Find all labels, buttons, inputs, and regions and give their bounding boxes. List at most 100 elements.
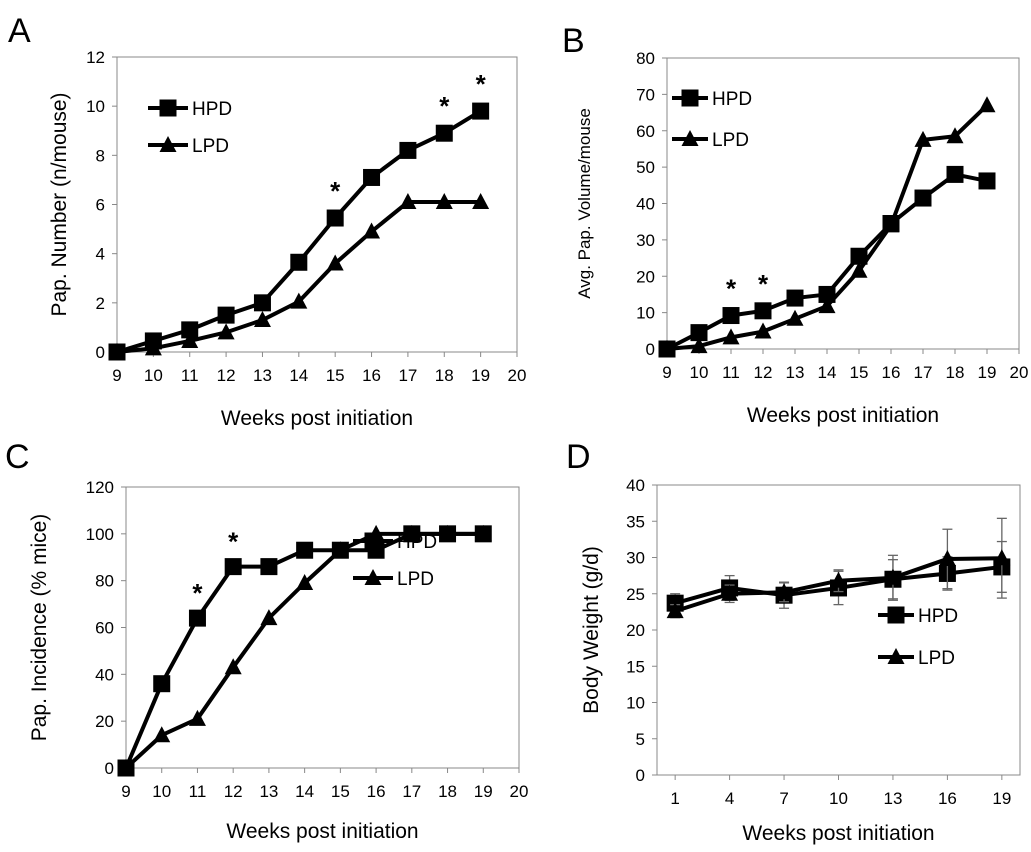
data-point — [399, 193, 417, 210]
data-point — [326, 209, 344, 227]
y-axis-label: Pap. Incidence (% mice) — [28, 514, 51, 742]
legend-label: HPD — [192, 99, 232, 120]
data-point — [253, 311, 271, 328]
y-tick-label: 30 — [626, 549, 645, 568]
data-point — [153, 726, 171, 743]
x-tick-label: 7 — [779, 789, 788, 808]
legend-item-hpd: HPD — [148, 99, 232, 120]
y-tick-label: 0 — [636, 766, 645, 785]
legend-label: HPD — [712, 89, 752, 110]
data-point — [722, 307, 740, 325]
significance-star: * — [476, 69, 487, 99]
y-tick-label: 35 — [626, 512, 645, 531]
data-point — [296, 574, 314, 591]
y-tick-label: 70 — [636, 85, 655, 104]
data-point — [946, 165, 964, 183]
data-point — [181, 321, 199, 339]
x-tick-label: 10 — [690, 363, 709, 382]
x-tick-label: 13 — [883, 789, 902, 808]
data-point — [754, 322, 772, 339]
data-point — [224, 658, 242, 675]
series-line — [116, 200, 481, 354]
series-lpd — [108, 193, 490, 359]
x-tick-label: 17 — [398, 366, 417, 385]
data-point — [181, 331, 199, 348]
legend-marker — [887, 606, 905, 624]
data-point — [472, 193, 490, 210]
x-tick-label: 17 — [914, 363, 933, 382]
x-tick-label: 14 — [818, 363, 837, 382]
y-tick-label: 15 — [626, 657, 645, 676]
x-tick-label: 14 — [295, 782, 314, 801]
x-tick-label: 14 — [289, 366, 308, 385]
x-tick-label: 18 — [435, 366, 454, 385]
data-point — [217, 306, 235, 324]
x-tick-label: 19 — [474, 782, 493, 801]
x-tick-label: 9 — [112, 366, 121, 385]
data-point — [721, 584, 739, 601]
y-tick-label: 80 — [95, 572, 114, 591]
data-point — [363, 168, 381, 186]
y-tick-label: 4 — [96, 245, 105, 264]
significance-star: * — [192, 578, 203, 608]
legend-item-lpd: LPD — [353, 569, 434, 590]
y-tick-label: 40 — [626, 476, 645, 495]
significance-star: * — [758, 269, 769, 299]
series-hpd — [658, 165, 996, 358]
legend-item-lpd: LPD — [672, 130, 749, 151]
y-tick-label: 60 — [95, 619, 114, 638]
legend-item-hpd: HPD — [672, 89, 752, 110]
x-tick-label: 9 — [121, 782, 130, 801]
data-point — [690, 324, 708, 342]
data-point — [690, 337, 708, 354]
panel-letter: D — [566, 438, 591, 476]
x-tick-label: 20 — [508, 366, 527, 385]
data-point — [367, 524, 385, 541]
data-point — [775, 583, 793, 600]
data-point — [117, 759, 135, 775]
y-axis-label: Avg. Pap. Volume/mouse — [575, 108, 594, 299]
x-tick-label: 1 — [670, 789, 679, 808]
y-tick-label: 10 — [626, 694, 645, 713]
legend-marker — [887, 648, 905, 664]
x-tick-label: 17 — [402, 782, 421, 801]
y-tick-label: 20 — [636, 267, 655, 286]
significance-star: * — [439, 91, 450, 121]
panel-b: B 0 10 20 30 40 50 60 70 80 9 10 11 12 13 14 15 16 17 18 19 2… — [562, 22, 1028, 427]
x-tick-label: 12 — [224, 782, 243, 801]
y-axis-label: Body Weight (g/d) — [580, 546, 603, 714]
legend-item-lpd: LPD — [878, 648, 955, 669]
data-point — [978, 172, 996, 190]
data-point — [850, 247, 868, 265]
x-axis-label: Weeks post initiation — [742, 822, 934, 845]
x-tick-label: 16 — [362, 366, 381, 385]
y-tick-label: 50 — [636, 158, 655, 177]
data-point — [224, 558, 242, 576]
data-point — [153, 675, 171, 693]
x-tick-label: 11 — [722, 363, 740, 382]
data-point — [786, 309, 804, 326]
x-tick-label: 13 — [253, 366, 272, 385]
x-tick-label: 20 — [1010, 363, 1029, 382]
data-point — [754, 302, 772, 320]
x-tick-label: 15 — [850, 363, 869, 382]
plot-area — [116, 56, 518, 353]
legend-marker — [681, 89, 699, 107]
x-tick-label: 11 — [189, 782, 207, 801]
data-point — [786, 289, 804, 307]
significance-star: * — [726, 274, 737, 304]
data-point — [850, 261, 868, 278]
data-point — [403, 524, 421, 541]
x-tick-label: 20 — [510, 782, 529, 801]
data-point — [290, 253, 308, 271]
y-tick-label: 10 — [636, 304, 655, 323]
significance-star: * — [330, 176, 341, 206]
x-tick-label: 10 — [152, 782, 171, 801]
data-point — [435, 193, 453, 210]
x-tick-label: 16 — [367, 782, 386, 801]
data-point — [439, 524, 457, 541]
y-tick-label: 30 — [636, 231, 655, 250]
data-point — [472, 102, 490, 120]
y-tick-label: 12 — [86, 48, 105, 67]
